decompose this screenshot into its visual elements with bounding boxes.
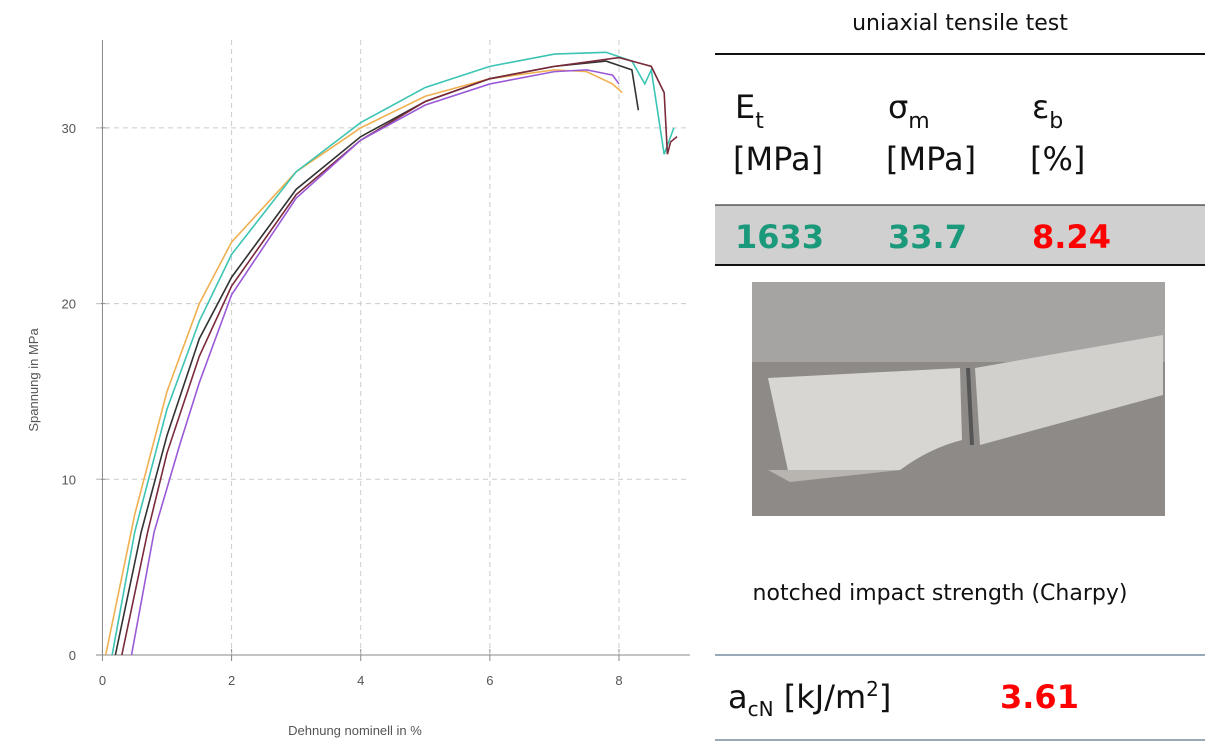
- symbol: a: [728, 678, 748, 716]
- curve: [130, 69, 620, 656]
- photo: [752, 282, 1165, 516]
- plot: 0 10 20 30 0 2 4 6 8: [62, 40, 690, 688]
- column-header: Et: [735, 88, 764, 134]
- x-tick-label: 4: [357, 673, 364, 688]
- x-axis-label: Dehnung nominell in %: [288, 723, 422, 738]
- column-unit: [MPa]: [886, 140, 976, 178]
- curve: [104, 69, 623, 656]
- symbol: ε: [1032, 88, 1049, 126]
- x-tick-label: 0: [99, 673, 106, 688]
- curve: [111, 51, 675, 656]
- x-tick-label: 8: [615, 673, 622, 688]
- subscript: m: [908, 109, 929, 134]
- x-tick-label: 6: [486, 673, 493, 688]
- column-unit: [%]: [1030, 140, 1085, 178]
- y-tick-label: 10: [62, 472, 76, 487]
- unit: [kJ/m: [774, 678, 867, 716]
- y-tick-label: 30: [62, 121, 76, 136]
- exponent: 2: [866, 677, 879, 701]
- subscript: cN: [748, 697, 774, 721]
- column-header: σm: [888, 88, 930, 134]
- y-axis-label: Spannung in MPa: [26, 328, 41, 432]
- subscript: b: [1049, 109, 1063, 134]
- curve: [121, 56, 678, 656]
- symbol: E: [735, 88, 755, 126]
- unit-close: ]: [879, 678, 891, 716]
- cell: 8.24: [1032, 218, 1111, 256]
- y-tick-label: 0: [69, 648, 76, 663]
- column-unit: [MPa]: [733, 140, 823, 178]
- cell: 33.7: [888, 218, 967, 256]
- cell: 1633: [735, 218, 824, 256]
- row-background: [715, 205, 1205, 265]
- symbol: σ: [888, 88, 908, 126]
- table-title: notched impact strength (Charpy): [753, 581, 1128, 606]
- curve: [114, 60, 640, 656]
- row-label: acN [kJ/m2]: [728, 677, 891, 721]
- table-title: uniaxial tensile test: [852, 11, 1068, 36]
- headers: Et [MPa] σm [MPa] εb [%]: [733, 88, 1085, 178]
- subscript: t: [755, 109, 764, 134]
- cell: 3.61: [1000, 678, 1079, 716]
- y-tick-label: 20: [62, 297, 76, 312]
- x-tick-label: 2: [228, 673, 235, 688]
- column-header: εb: [1032, 88, 1063, 134]
